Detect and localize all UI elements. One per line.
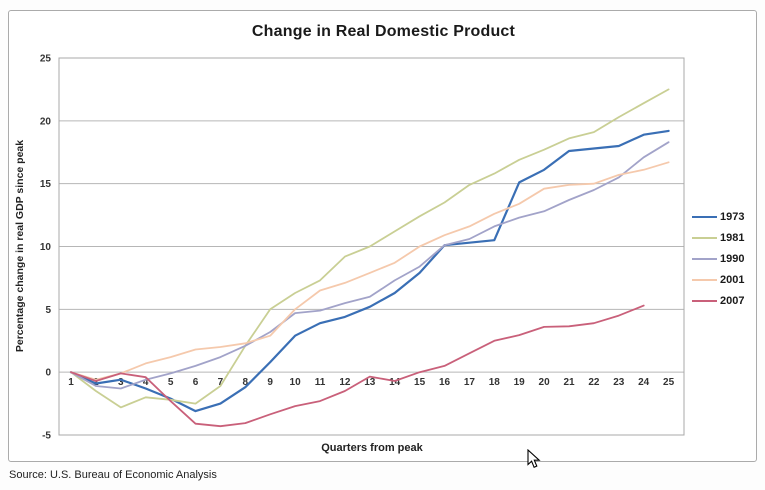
series-line-2007 [70,304,645,428]
source-note: Source: U.S. Bureau of Economic Analysis [9,469,217,481]
x-tick-label: 8 [243,377,249,388]
y-axis-title-text: Percentage change in real GDP since peak [14,139,26,353]
x-tick-label: 19 [514,377,526,388]
x-tick-label: 21 [563,377,575,388]
x-tick-label: 15 [414,377,426,388]
x-tick-label: 3 [118,377,124,388]
legend-item-2001: 2001 [692,269,744,290]
legend-label-1981: 1981 [720,231,745,244]
y-tick-label: 25 [40,54,52,65]
mouse-cursor-icon [527,448,541,474]
x-tick-label: 23 [613,377,625,388]
legend-swatch-2007 [692,299,717,302]
x-tick-label: 17 [464,377,476,388]
legend-swatch-1990 [692,257,717,260]
x-tick-label: 22 [588,377,600,388]
y-tick-label: -5 [42,431,51,442]
legend-item-2007: 2007 [692,290,744,311]
plot-border [58,57,685,436]
y-tick-label: 5 [45,305,51,316]
chart-frame: Change in Real Domestic Product -5 0 5 10 15… [8,10,757,462]
y-tick-label: 15 [40,179,52,190]
series-line-2001 [70,161,670,381]
legend-label-2001: 2001 [720,273,745,286]
legend-item-1990: 1990 [692,248,744,269]
y-tick-label: 0 [45,368,51,379]
y-tick-label: 10 [40,242,52,253]
legend-label-2007: 2007 [720,294,745,307]
x-tick-label: 11 [315,377,326,388]
x-tick-label: 12 [339,377,351,388]
legend-swatch-1973 [692,215,717,218]
x-tick-label: 18 [489,377,501,388]
legend: 1973 1981 1990 2001 2007 [692,206,744,311]
x-tick-label: 9 [267,377,273,388]
chart-title: Change in Real Domestic Product [251,23,516,40]
x-tick-label: 7 [218,377,224,388]
x-tick-label: 10 [290,377,302,388]
series-line-1990 [70,141,670,390]
series-line-1981 [70,88,670,409]
legend-swatch-2001 [692,278,717,281]
x-axis-title: Quarters from peak [321,442,423,454]
legend-item-1981: 1981 [692,227,744,248]
x-tick-label: 4 [143,377,149,388]
x-tick-label: 5 [168,377,174,388]
series-line-1973 [69,129,670,413]
x-tick-label: 20 [539,377,551,388]
legend-label-1973: 1973 [720,210,745,223]
x-tick-label: 6 [193,377,199,388]
x-tick-label: 16 [439,377,451,388]
x-tick-label: 24 [638,377,650,388]
x-tick-label: 13 [364,377,376,388]
legend-swatch-1981 [692,236,717,239]
legend-label-1990: 1990 [720,252,745,265]
legend-item-1973: 1973 [692,206,744,227]
x-tick-label: 14 [389,377,401,388]
y-tick-label: 20 [40,116,52,127]
x-tick-label: 25 [663,377,675,388]
x-tick-label: 1 [68,377,74,388]
